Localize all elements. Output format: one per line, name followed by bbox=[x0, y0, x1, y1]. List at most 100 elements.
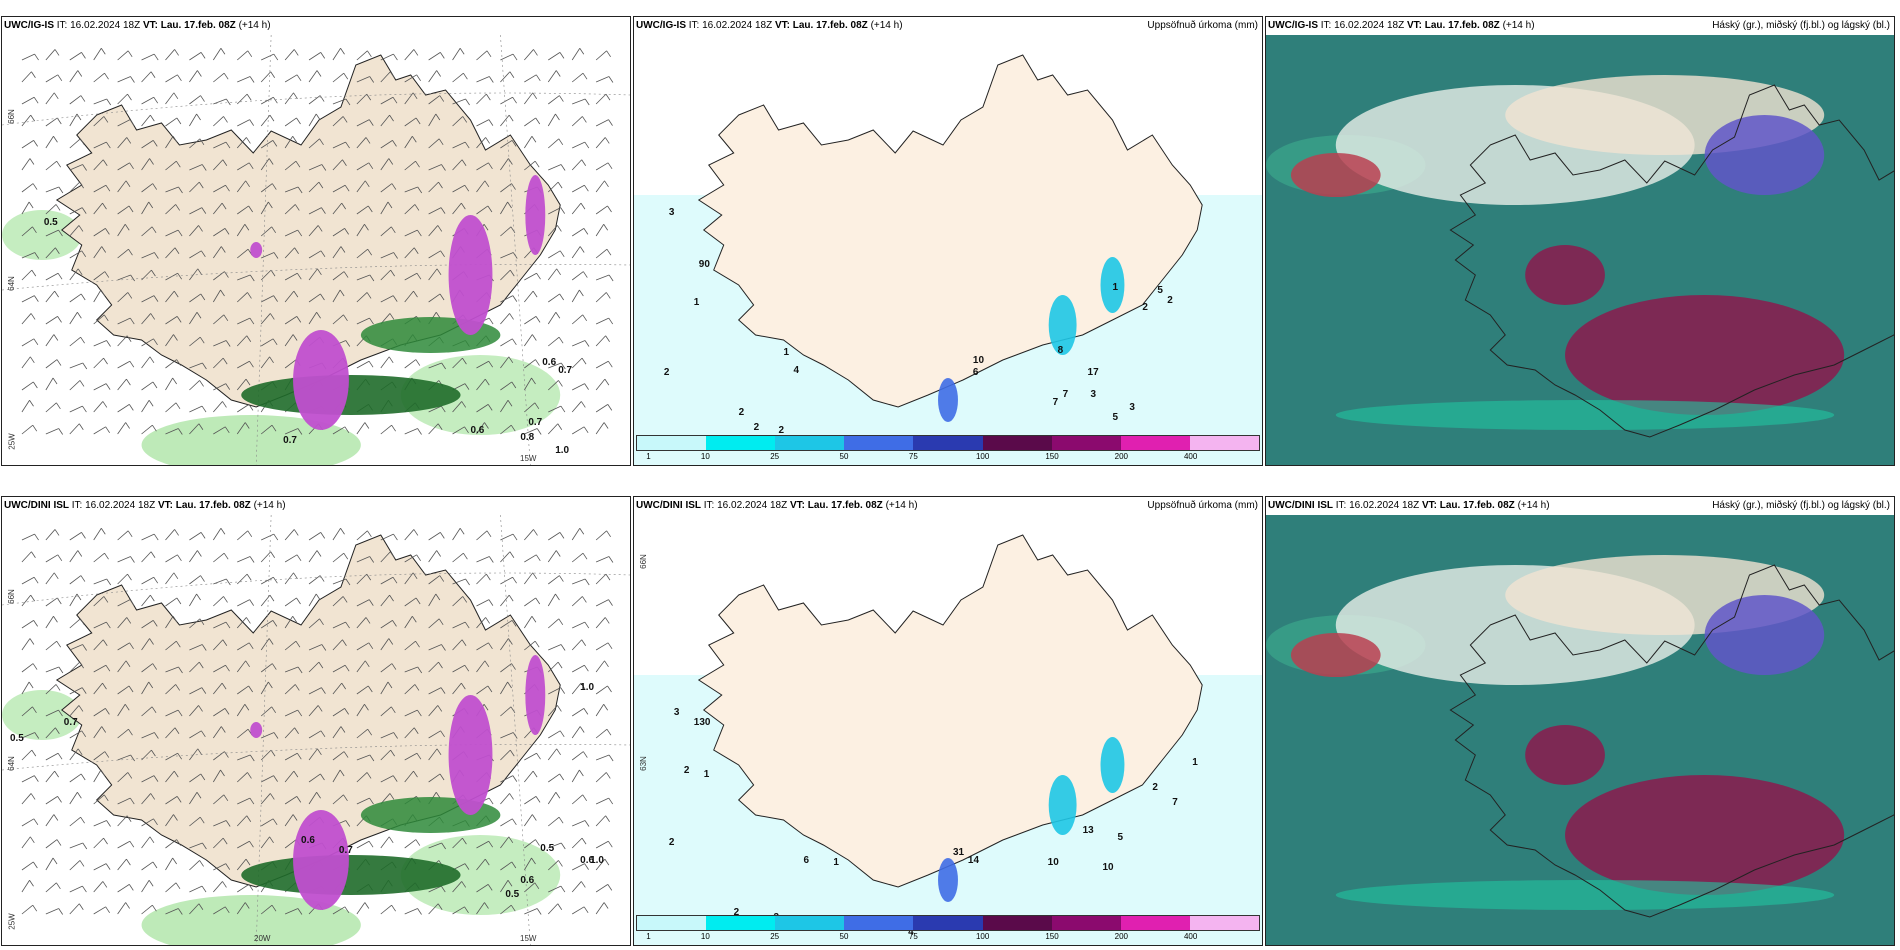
high-cloud bbox=[1290, 153, 1381, 197]
snow-depth-label: 0.7 bbox=[528, 417, 542, 428]
iceland-coastline bbox=[697, 534, 1203, 888]
colorbar-labels: 1 10 25 50 75 100 150 200 400 bbox=[636, 451, 1260, 463]
snow-depth-label: 1.0 bbox=[590, 855, 604, 866]
precip-amount-label: 3 bbox=[674, 707, 680, 718]
colorbar-swatch bbox=[637, 916, 707, 930]
snow-area bbox=[2, 210, 82, 260]
precip-max bbox=[938, 858, 958, 902]
precip-amount-label: 5 bbox=[1112, 412, 1118, 423]
snow-core bbox=[293, 330, 349, 430]
field-title: Háský (gr.), miðský (fj.bl.) og lágský (… bbox=[1712, 500, 1890, 511]
precip-amount-label: 6 bbox=[803, 855, 809, 866]
snow-area bbox=[400, 835, 561, 915]
precip-amount-label: 2 bbox=[664, 367, 670, 378]
precip-amount-label: 90 bbox=[699, 259, 711, 270]
panel-header: UWC/DINI ISL IT: 16.02.2024 18Z VT: Lau.… bbox=[2, 497, 630, 515]
precip-amount-label: 2 bbox=[734, 907, 740, 918]
heavy-snow bbox=[241, 375, 461, 415]
mid-cloud bbox=[1704, 115, 1825, 195]
colorbar-swatch bbox=[844, 916, 914, 930]
colorbar-tick-label: 200 bbox=[1114, 932, 1129, 941]
panel-wind-snow-dini: UWC/DINI ISL IT: 16.02.2024 18Z VT: Lau.… bbox=[1, 496, 631, 946]
wind-barbs bbox=[21, 528, 614, 915]
lat-label-64n: 64N bbox=[6, 756, 16, 771]
lon-label-25w: 25W bbox=[7, 913, 17, 930]
colorbar-swatch bbox=[1189, 916, 1259, 930]
precip-amount-label: 7 bbox=[1053, 397, 1059, 408]
lat-label-66n: 66N bbox=[6, 109, 16, 124]
colorbar-tick-label: 1 bbox=[646, 932, 651, 941]
high-cloud bbox=[1525, 725, 1605, 785]
panel-header: UWC/DINI ISL IT: 16.02.2024 18Z VT: Lau.… bbox=[634, 497, 1262, 515]
precip-amount-label: 4 bbox=[793, 365, 799, 376]
precip-amount-label: 7 bbox=[1063, 389, 1069, 400]
graticule bbox=[2, 515, 630, 945]
model-name: UWC/IG-IS bbox=[4, 20, 54, 31]
precip-amount-label: 7 bbox=[1172, 797, 1178, 808]
precip-amount-label: 17 bbox=[1088, 367, 1100, 378]
precip-amount-label: 1 bbox=[704, 769, 710, 780]
wind-barbs bbox=[21, 48, 614, 435]
precip-amount-label: 2 bbox=[1142, 302, 1148, 313]
precip-colorbar: 1 10 25 50 75 100 150 200 400 bbox=[636, 435, 1260, 463]
field-title: Háský (gr.), miðský (fj.bl.) og lágský (… bbox=[1712, 20, 1890, 31]
lat-label-66n: 66N bbox=[638, 554, 648, 569]
graticule bbox=[2, 35, 630, 465]
colorbar-swatch bbox=[982, 436, 1052, 450]
precip-amount-label: 2 bbox=[754, 422, 760, 433]
snow-depth-label: 1.0 bbox=[555, 445, 569, 456]
precip-amount-label: 5 bbox=[1157, 285, 1163, 296]
panel-clouds-dini: UWC/DINI ISL IT: 16.02.2024 18Z VT: Lau.… bbox=[1265, 496, 1895, 946]
valid-time: VT: Lau. 17.feb. 08Z bbox=[1421, 500, 1515, 511]
init-time: IT: 16.02.2024 18Z bbox=[56, 20, 141, 31]
colorbar-tick-label: 100 bbox=[975, 452, 990, 461]
colorbar-labels: 1 10 25 50 75 100 150 200 400 bbox=[636, 931, 1260, 943]
colorbar-tick-label: 50 bbox=[839, 932, 849, 941]
precip-max bbox=[938, 378, 958, 422]
precip-amount-label: 8 bbox=[1058, 345, 1064, 356]
precip-amount-label: 2 bbox=[1167, 295, 1173, 306]
precip-amount-label: 1 bbox=[833, 857, 839, 868]
colorbar-tick-label: 400 bbox=[1183, 932, 1198, 941]
precip-amount-label: 2 bbox=[669, 837, 675, 848]
valid-time: VT: Lau. 17.feb. 08Z bbox=[142, 20, 236, 31]
lead-time: (+14 h) bbox=[238, 20, 271, 31]
colorbar-swatch bbox=[637, 436, 707, 450]
panel-clouds-igis: UWC/IG-IS IT: 16.02.2024 18Z VT: Lau. 17… bbox=[1265, 16, 1895, 466]
init-time: IT: 16.02.2024 18Z bbox=[71, 500, 156, 511]
precip-amount-label: 10 bbox=[973, 355, 985, 366]
snow-depth-label: 0.7 bbox=[339, 845, 353, 856]
colorbar-tick-label: 50 bbox=[839, 452, 849, 461]
panel-header: UWC/IG-IS IT: 16.02.2024 18Z VT: Lau. 17… bbox=[2, 17, 630, 35]
panel-precip-dini: UWC/DINI ISL IT: 16.02.2024 18Z VT: Lau.… bbox=[633, 496, 1263, 946]
colorbar-swatch bbox=[1051, 916, 1121, 930]
model-name: UWC/DINI ISL bbox=[636, 500, 701, 511]
snow-depth-label: 0.6 bbox=[580, 855, 594, 866]
colorbar-swatch bbox=[844, 436, 914, 450]
precip-amount-label: 14 bbox=[968, 855, 980, 866]
snow-depth-label: 0.6 bbox=[471, 425, 485, 436]
iceland-coastline bbox=[697, 54, 1203, 408]
precip-amount-label: 1 bbox=[1192, 757, 1198, 768]
precip-amount-label: 1 bbox=[1112, 282, 1118, 293]
snow-area bbox=[2, 690, 82, 740]
lon-label-15w: 15W bbox=[520, 454, 537, 463]
precip-amount-label: 2 bbox=[1152, 782, 1158, 793]
snow-depth-label: 0.8 bbox=[520, 432, 534, 443]
colorbar-swatch bbox=[1189, 436, 1259, 450]
high-cloud bbox=[1565, 775, 1845, 895]
precip-amount-label: 13 bbox=[1083, 825, 1095, 836]
colorbar-tick-label: 10 bbox=[700, 452, 710, 461]
precip-band bbox=[1100, 737, 1125, 793]
colorbar-swatch bbox=[913, 436, 983, 450]
valid-time: VT: Lau. 17.feb. 08Z bbox=[774, 20, 868, 31]
precip-amount-label: 130 bbox=[694, 717, 711, 728]
colorbar-swatch bbox=[1120, 916, 1190, 930]
valid-time: VT: Lau. 17.feb. 08Z bbox=[789, 500, 883, 511]
precip-amount-label: 10 bbox=[1103, 862, 1115, 873]
lon-label-15w: 15W bbox=[520, 934, 537, 943]
precip-amount-label: 1 bbox=[784, 347, 790, 358]
colorbar-swatch bbox=[706, 436, 776, 450]
lead-time: (+14 h) bbox=[1517, 500, 1550, 511]
init-time: IT: 16.02.2024 18Z bbox=[1335, 500, 1420, 511]
